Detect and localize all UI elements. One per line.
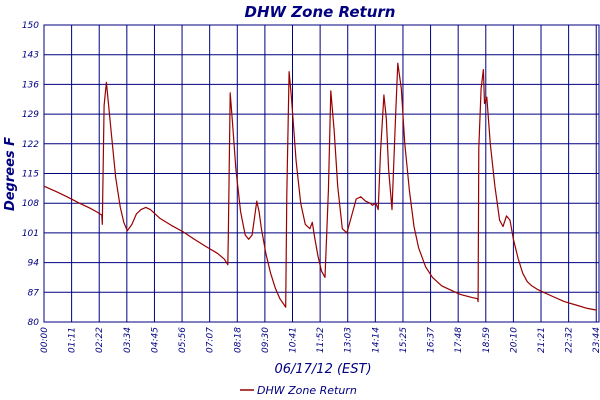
x-tick-label: 21:21 (537, 327, 547, 353)
x-tick-label: 11:52 (316, 327, 326, 353)
x-tick-label: 13:03 (344, 327, 354, 353)
x-tick-label: 00:00 (40, 327, 50, 353)
plot-area (43, 24, 600, 323)
x-tick-label: 23:44 (592, 327, 600, 353)
series-line (43, 62, 597, 311)
y-tick-label: 136 (22, 80, 39, 90)
y-tick-label: 122 (22, 140, 39, 150)
y-tick-label: 115 (22, 170, 39, 180)
y-tick-label: 94 (28, 259, 40, 269)
y-axis-label: Degrees F (3, 137, 18, 211)
y-tick-label: 143 (22, 51, 39, 61)
y-tick-label: 129 (22, 110, 39, 120)
y-axis-ticks: 80 87 94 101 108 115 122 129 136 143 150 (22, 21, 39, 328)
y-tick-label: 108 (22, 199, 39, 209)
x-tick-label: 09:30 (261, 327, 271, 353)
x-tick-label: 16:37 (427, 327, 437, 353)
x-tick-label: 18:59 (482, 327, 492, 353)
x-tick-label: 07:07 (206, 327, 216, 353)
y-tick-label: 80 (28, 318, 40, 328)
y-tick-label: 150 (22, 21, 39, 31)
x-tick-label: 03:34 (123, 327, 133, 353)
y-tick-label: 87 (28, 288, 40, 298)
x-tick-label: 14:14 (371, 327, 381, 353)
legend: DHW Zone Return (240, 384, 357, 397)
x-tick-label: 20:10 (509, 327, 519, 353)
x-tick-label: 02:22 (95, 327, 105, 353)
x-tick-label: 15:25 (399, 327, 409, 353)
x-tick-label: 01:11 (68, 327, 78, 353)
x-axis-ticks: 00:00 01:11 02:22 03:34 04:45 05:56 07:07 08:18… (40, 327, 600, 353)
x-tick-label: 05:56 (178, 327, 188, 353)
x-tick-label: 22:32 (565, 327, 575, 353)
legend-label: DHW Zone Return (257, 384, 357, 397)
x-tick-label: 08:18 (233, 327, 243, 353)
chart-title: DHW Zone Return (245, 3, 396, 21)
x-tick-label: 17:48 (454, 327, 464, 353)
x-tick-label: 04:45 (150, 327, 160, 353)
x-axis-label: 06/17/12 (EST) (274, 362, 371, 377)
y-tick-label: 101 (22, 229, 39, 239)
x-tick-label: 10:41 (289, 327, 299, 353)
